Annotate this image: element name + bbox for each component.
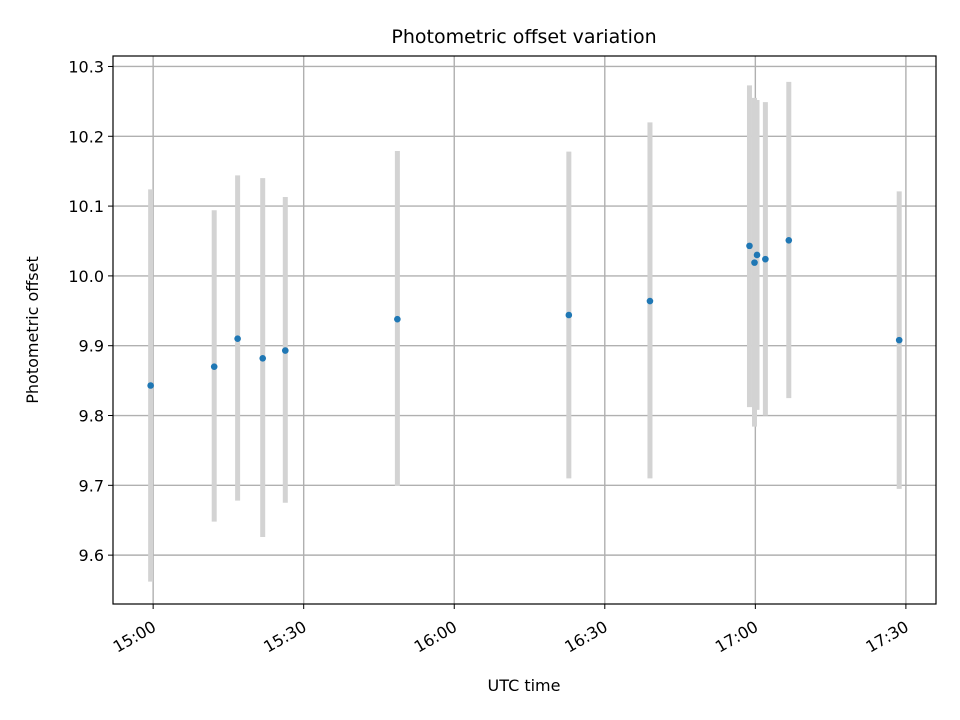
data-point bbox=[565, 311, 573, 319]
y-axis-ticks: 9.6 9.7 9.8 9.9 10.0 10.1 10.2 10.3 bbox=[68, 57, 113, 565]
y-tick-label: 10.3 bbox=[68, 57, 104, 76]
data-point bbox=[895, 336, 903, 344]
data-point bbox=[746, 242, 753, 250]
y-tick-label: 9.6 bbox=[79, 546, 104, 565]
data-point bbox=[751, 259, 758, 266]
y-tick-label: 9.9 bbox=[79, 337, 104, 356]
data-point bbox=[147, 382, 154, 389]
data-point bbox=[394, 315, 401, 323]
y-tick-label: 9.7 bbox=[79, 476, 104, 495]
data-point bbox=[762, 255, 769, 263]
data-point bbox=[259, 354, 267, 362]
data-point bbox=[210, 363, 218, 370]
y-tick-label: 10.2 bbox=[68, 127, 104, 146]
data-point bbox=[753, 251, 761, 259]
data-points bbox=[147, 236, 903, 389]
y-axis-title: Photometric offset bbox=[23, 256, 42, 404]
chart-title: Photometric offset variation bbox=[391, 26, 656, 48]
data-point bbox=[281, 347, 289, 354]
data-point bbox=[785, 236, 793, 244]
y-tick-label: 9.8 bbox=[79, 407, 104, 426]
y-tick-label: 10.1 bbox=[68, 197, 104, 216]
y-tick-label: 10.0 bbox=[68, 267, 104, 286]
data-point bbox=[234, 335, 241, 343]
data-point bbox=[646, 297, 654, 305]
x-axis-title: UTC time bbox=[488, 676, 561, 695]
plot-frame bbox=[112, 55, 937, 605]
